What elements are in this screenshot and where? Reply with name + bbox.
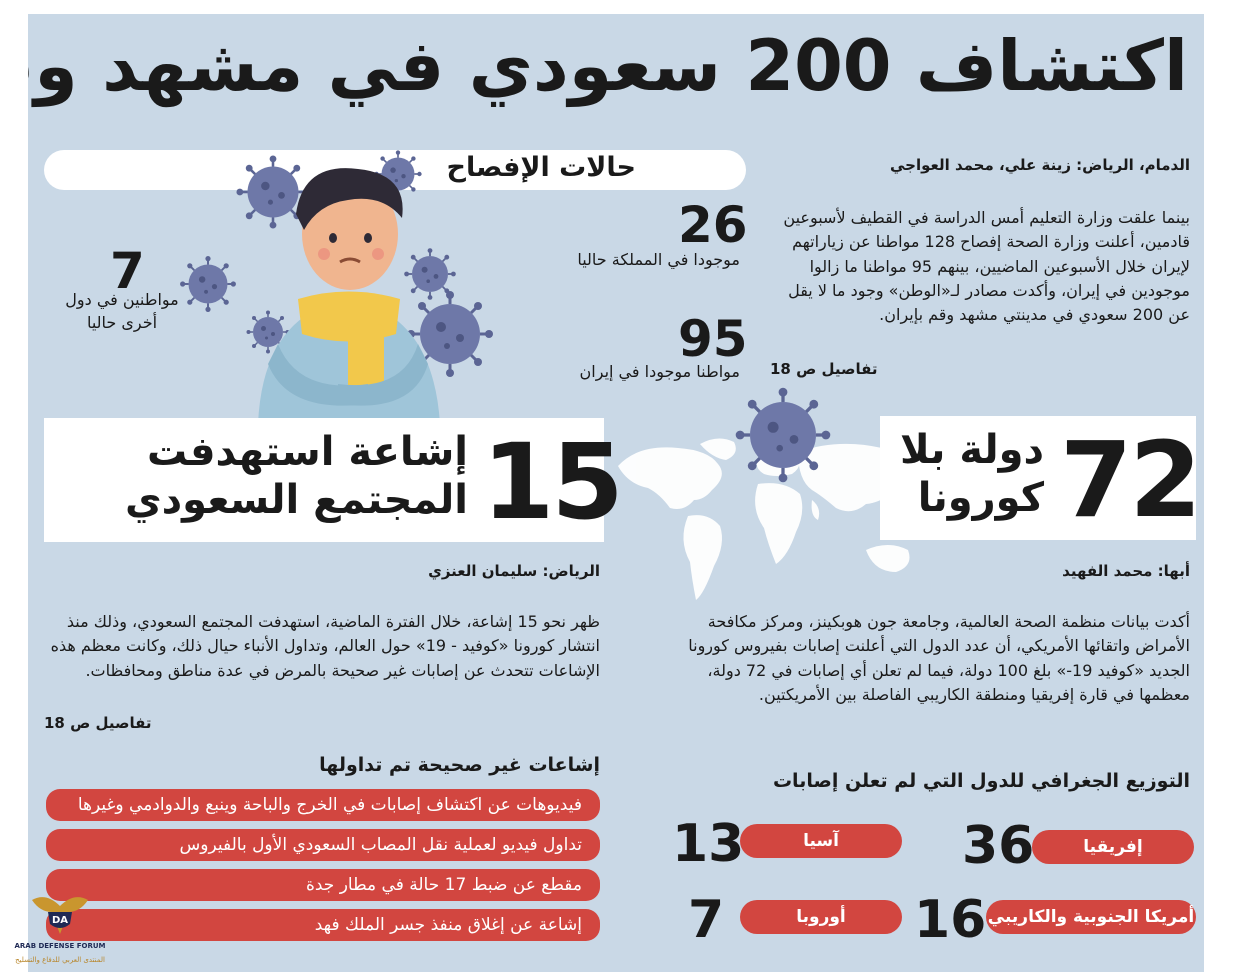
rumors-list-title: إشاعات غير صحيحة تم تداولها (319, 754, 600, 776)
region-pill-africa: إفريقيا (1032, 830, 1194, 864)
region-pill-asia: آسيا (740, 824, 902, 858)
stat-label-95: مواطنا موجودا في إيران (579, 362, 740, 381)
byline: الدمام، الرياض: زينة علي، محمد العواجي (889, 156, 1190, 174)
virus-icon (734, 386, 832, 484)
rumor-item: فيديوهات عن اكتشاف إصابات في الخرج والبا… (46, 789, 600, 821)
countries-headline-box: 72 دولة بلا كورونا (880, 416, 1202, 541)
stat-number-95: 95 (678, 310, 748, 368)
countries-line-2: كورونا (917, 475, 1044, 521)
region-count-africa: 36 (962, 816, 1035, 876)
region-count-south-america-caribbean: 16 (914, 890, 987, 950)
details-link-2[interactable]: تفاصيل ص 18 (44, 714, 152, 732)
story-rumors-body: ظهر نحو 15 إشاعة، خلال الفترة الماضية، ا… (50, 612, 600, 680)
sick-man-illustration (179, 149, 495, 424)
story-disclosure-body: بينما علقت وزارة التعليم أمس الدراسة في … (783, 208, 1190, 325)
byline-abha: أبها: محمد الفهيد (1062, 562, 1190, 580)
rumors-line-2: المجتمع السعودي (124, 477, 468, 523)
region-pill-south-america-caribbean: أمريكا الجنوبية والكاريبي (986, 900, 1196, 934)
region-count-europe: 7 (688, 890, 725, 950)
stat-number-7: 7 (110, 242, 145, 300)
stat-label-7: مواطنين في دول أخرى حاليا (65, 290, 179, 333)
page-title: اكتشاف 200 سعودي في مشهد وقم (28, 25, 1189, 107)
infographic-page: اكتشاف 200 سعودي في مشهد وقم حالات الإفص… (28, 14, 1204, 972)
stat-label-26: موجودا في المملكة حاليا (577, 250, 740, 269)
distribution-title: التوزيع الجغرافي للدول التي لم تعلن إصاب… (772, 770, 1190, 792)
rumors-number: 15 (482, 421, 624, 543)
region-count-asia: 13 (672, 814, 745, 874)
disclosure-header-label: حالات الإفصاح (446, 152, 636, 183)
countries-number: 72 (1060, 419, 1202, 541)
rumor-item: تداول فيديو لعملية نقل المصاب السعودي ال… (46, 829, 600, 861)
rumor-item: إشاعة عن إغلاق منفذ جسر الملك فهد (46, 909, 600, 941)
eagle-emblem-icon: DA (32, 897, 88, 934)
details-link-1[interactable]: تفاصيل ص 18 (770, 360, 878, 378)
region-pill-europe: أوروبا (740, 900, 902, 934)
rumor-item: مقطع عن ضبط 17 حالة في مطار جدة (46, 869, 600, 901)
svg-text:DA: DA (52, 915, 68, 926)
story-countries-body: أكدت بيانات منظمة الصحة العالمية، وجامعة… (688, 612, 1190, 704)
stat-number-26: 26 (678, 196, 748, 254)
logo-line-english: ARAB DEFENSE FORUM (14, 942, 106, 950)
arab-defense-forum-logo: DA ARAB DEFENSE FORUM المنتدى العربي للد… (8, 890, 112, 976)
countries-line-1: دولة بلا (900, 427, 1044, 473)
byline-riyadh: الرياض: سليمان العنزي (428, 562, 600, 580)
rumors-line-1: إشاعة استهدفت (147, 429, 468, 475)
logo-line-arabic: المنتدى العربي للدفاع والتسليح (15, 956, 105, 964)
rumors-headline-box: 15 إشاعة استهدفت المجتمع السعودي (44, 418, 624, 542)
